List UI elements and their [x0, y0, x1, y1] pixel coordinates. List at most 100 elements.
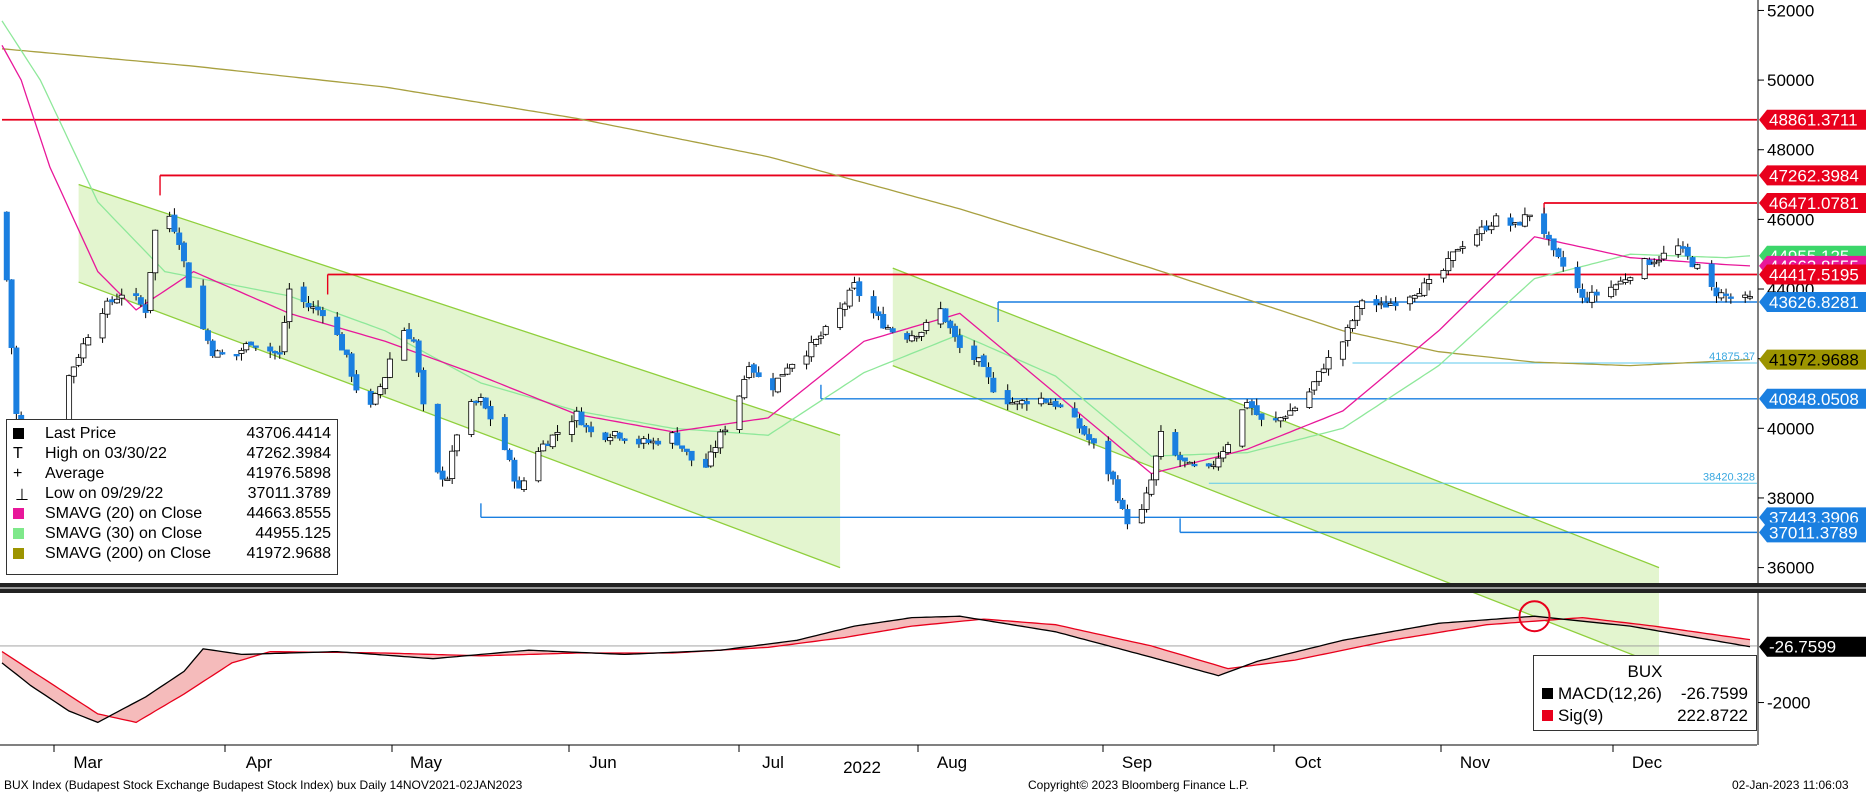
candle-body-233: [1114, 479, 1121, 501]
candle-body-198: [947, 320, 954, 329]
candle-body-150: [717, 431, 724, 449]
candle-body-58: [276, 352, 283, 355]
candle-body-29: [137, 297, 144, 305]
candle-body-85: [406, 329, 413, 340]
candle-body-157: [750, 364, 757, 373]
candle-body-177: [846, 289, 853, 307]
candle-body-168: [803, 355, 810, 365]
candle-body-357: [1708, 263, 1715, 287]
candle-body-263: [1258, 413, 1265, 420]
candle-body-256: [1224, 444, 1231, 454]
candle-body-242: [1157, 431, 1164, 457]
candle-body-192: [918, 331, 925, 337]
level-8-tag: [1759, 507, 1866, 528]
candle-body-24: [113, 298, 120, 304]
candle-body-353: [1689, 257, 1696, 268]
candle-body-227: [1086, 434, 1093, 440]
candle-body-155: [741, 379, 748, 399]
candle-body-283: [1354, 306, 1361, 321]
candle-body-42: [200, 285, 207, 330]
candle-body-330: [1579, 289, 1586, 298]
candle-body-220: [1052, 400, 1059, 407]
candle-body-28: [133, 293, 140, 296]
candle-body-1: [3, 211, 10, 281]
candle-body-275: [1315, 370, 1322, 382]
candle-body-358: [1713, 287, 1720, 297]
candle-body-164: [784, 367, 791, 375]
candle-body-149: [712, 447, 719, 453]
macd-crossover-circle: [1518, 600, 1551, 633]
candle-body-207: [990, 377, 997, 393]
price-tick-label-38000: 38000: [1767, 489, 1814, 508]
candle-body-302: [1445, 258, 1452, 272]
candle-body-22: [104, 300, 111, 315]
level-3-tag: [1759, 192, 1866, 213]
candle-body-276: [1320, 368, 1327, 373]
candle-body-239: [1143, 492, 1150, 510]
candle-body-337: [1612, 284, 1619, 290]
candle-body-354: [1694, 264, 1701, 269]
legend-high: T High on 03/30/22 47262.3984: [13, 445, 331, 462]
signal-line: [1, 616, 1751, 724]
panel-separator-highlight: [0, 587, 1866, 589]
candle-body-352: [1684, 246, 1691, 257]
candle-body-148: [707, 451, 714, 467]
candle-body-340: [1627, 277, 1634, 281]
candle-body-245: [1172, 432, 1179, 456]
candle-body-248: [1186, 461, 1193, 465]
candle-body-305: [1459, 246, 1466, 249]
month-label-dec: Dec: [1632, 753, 1663, 772]
candle-body-116: [554, 431, 561, 435]
candle-body-247: [1181, 457, 1188, 462]
candle-body-73: [348, 353, 355, 377]
candle-body-282: [1349, 320, 1356, 329]
candle-body-163: [779, 374, 786, 377]
candle-body-25: [118, 294, 125, 299]
candle-body-225: [1076, 418, 1083, 429]
candle-body-165: [789, 363, 796, 369]
candle-body-297: [1421, 282, 1428, 296]
candle-body-350: [1675, 245, 1682, 255]
candle-body-46: [219, 352, 226, 355]
level-4-tag-label: 44417.5195: [1769, 265, 1859, 284]
candle-body-295: [1411, 295, 1418, 299]
candle-body-287: [1373, 299, 1380, 306]
candle-body-240: [1148, 479, 1155, 495]
price-tick-label-46000: 46000: [1767, 210, 1814, 229]
candle-body-127: [607, 437, 614, 442]
candle-body-56: [267, 346, 274, 352]
candle-body-72: [343, 349, 350, 355]
macd-value-tag-label: -26.7599: [1769, 638, 1836, 657]
year-label: 2022: [843, 758, 881, 777]
candle-body-361: [1727, 296, 1734, 299]
macd-panel: [0, 600, 1757, 724]
candle-body-15: [70, 366, 77, 377]
candle-body-312: [1493, 215, 1500, 227]
candle-body-255: [1220, 451, 1227, 459]
candle-body-346: [1656, 259, 1663, 263]
sma30-line: [1, 20, 1751, 457]
candle-body-80: [382, 377, 389, 390]
candle-body-291: [1392, 302, 1399, 307]
candle-body-324: [1550, 238, 1557, 251]
candle-body-169: [808, 342, 815, 358]
candle-body-59: [281, 322, 288, 353]
candle-body-142: [679, 445, 686, 449]
candle-body-63: [300, 286, 307, 303]
candle-body-119: [568, 421, 575, 435]
level-7-tag-label: 40848.0508: [1769, 390, 1859, 409]
candle-body-199: [952, 325, 959, 338]
candle-body-226: [1081, 426, 1088, 435]
trend-channel-1: [78, 184, 841, 568]
candle-body-31: [147, 272, 154, 311]
candle-body-37: [176, 232, 183, 245]
candle-body-345: [1651, 261, 1658, 265]
candle-body-112: [535, 451, 542, 482]
candle-body-21: [99, 313, 106, 339]
candle-body-284: [1359, 300, 1366, 309]
candle-body-137: [655, 440, 662, 445]
candle-body-238: [1138, 509, 1145, 524]
candle-body-67: [319, 310, 326, 317]
candle-body-303: [1450, 251, 1457, 261]
candle-body-224: [1071, 408, 1078, 418]
